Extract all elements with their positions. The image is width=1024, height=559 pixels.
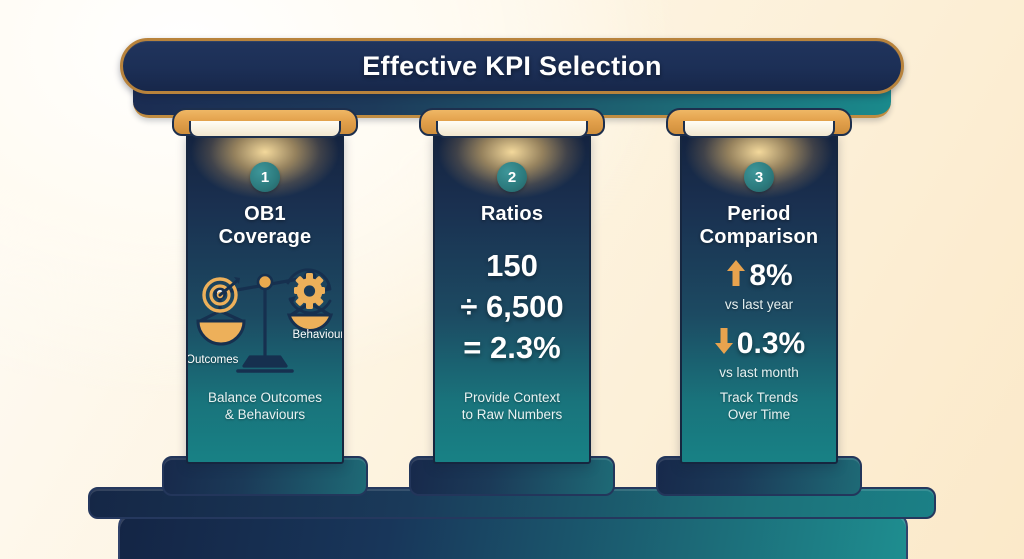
pillar-title: Ratios [480, 203, 544, 225]
pillar-capital-inner [436, 121, 588, 138]
scale-label-behaviours: Behaviours [292, 328, 344, 341]
pillar-number-badge: 1 [250, 162, 280, 192]
comparison-value: 0.3% [736, 326, 806, 360]
pillar-capital-inner [683, 121, 835, 138]
pillar-shaft: 3 Period Comparison 8% vs last year [680, 132, 838, 464]
pillar-number-badge: 2 [497, 162, 527, 192]
ratio-denominator: ÷ 6,500 [460, 288, 564, 324]
ratio-result: = 2.3% [463, 329, 561, 365]
ratio-calculation: 150 ÷ 6,500 = 2.3% [460, 246, 563, 369]
pillar-footer: Balance Outcomes & Behaviours [207, 389, 323, 423]
gear-icon [286, 268, 332, 315]
pillar-footer: Track Trends Over Time [719, 389, 799, 423]
comparison-month: 0.3% vs last month [713, 326, 805, 380]
pillar-title: OB1 Coverage [218, 203, 312, 248]
up-arrow-icon [725, 258, 747, 294]
pillar-ratios[interactable]: 2 Ratios 150 ÷ 6,500 = 2.3% Provide Cont… [419, 108, 605, 470]
pillar-shaft: 2 Ratios 150 ÷ 6,500 = 2.3% Provide Cont… [433, 132, 591, 464]
balance-scale-icon: Outcomes Behaviours [188, 259, 342, 379]
comparison-caption: vs last year [724, 296, 794, 312]
down-arrow-icon [713, 326, 735, 362]
balance-scale-svg [196, 268, 334, 373]
pillar-ob1-coverage[interactable]: 1 OB1 Coverage [172, 108, 358, 470]
title-banner: Effective KPI Selection [120, 38, 904, 94]
target-icon [202, 276, 240, 313]
scale-label-outcomes: Outcomes [186, 353, 239, 366]
pillar-footer: Provide Context to Raw Numbers [461, 389, 563, 423]
comparison-caption: vs last month [719, 364, 799, 380]
comparison-year: 8% vs last year [725, 258, 793, 312]
ratio-numerator: 150 [486, 247, 538, 283]
pillar-number-badge: 3 [744, 162, 774, 192]
pillar-shaft: 1 OB1 Coverage [186, 132, 344, 464]
pillar-capital-inner [189, 121, 341, 138]
pillar-title: Period Comparison [699, 203, 819, 248]
page-title: Effective KPI Selection [362, 50, 662, 81]
pillar-period-comparison[interactable]: 3 Period Comparison 8% vs last year [666, 108, 852, 470]
comparison-value: 8% [749, 258, 793, 292]
